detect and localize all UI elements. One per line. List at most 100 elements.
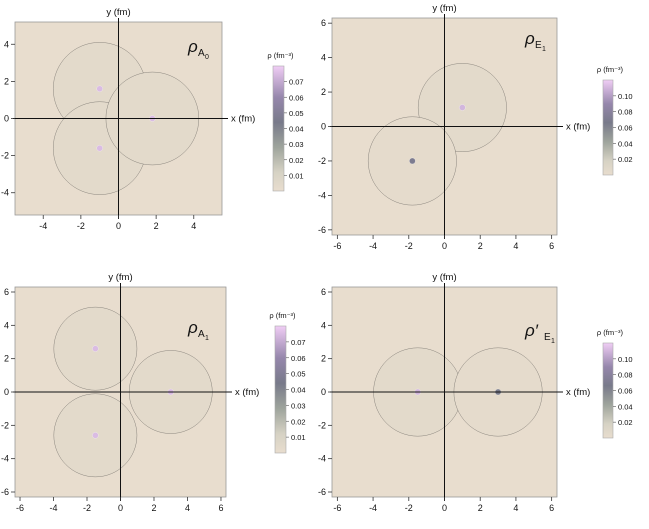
x-tick-label: 4 — [191, 221, 196, 231]
panel-title-subsubscript: 1 — [551, 338, 555, 345]
x-tick-label: -6 — [16, 503, 24, 513]
x-tick-label: -4 — [369, 503, 377, 513]
colorbar-tick-label: 0.08 — [618, 371, 633, 380]
x-axis-label: x (fm) — [235, 387, 259, 398]
panel-title-subsubscript: 1 — [542, 46, 546, 53]
colorbar: ρ (fm⁻³) 0.07 0.06 0.05 0.04 0.03 0.02 0.01 — [267, 51, 304, 192]
y-tick-label: 2 — [321, 87, 326, 97]
x-tick-label: 6 — [218, 503, 223, 513]
y-tick-label: 0 — [321, 122, 326, 132]
panel-title-subscript: A — [198, 48, 205, 59]
colorbar-tick-label: 0.06 — [289, 93, 304, 102]
panel-title: ρ — [187, 318, 198, 337]
x-tick-label: 0 — [118, 503, 123, 513]
y-axis-label: y (fm) — [106, 7, 130, 18]
x-tick-label: -2 — [405, 503, 413, 513]
y-tick-label: -6 — [318, 487, 326, 497]
y-tick-label: 2 — [321, 354, 326, 364]
x-tick-label: 4 — [185, 503, 190, 513]
panel-title-subsubscript: 0 — [205, 54, 209, 61]
colorbar: ρ (fm⁻³) 0.07 0.06 0.05 0.04 0.03 0.02 0.01 — [269, 311, 306, 454]
y-tick-label: 4 — [4, 39, 9, 49]
x-tick-label: 0 — [116, 221, 121, 231]
colorbar-tick-label: 0.02 — [291, 417, 306, 426]
y-tick-label: 6 — [4, 287, 9, 297]
colorbar-tick-label: 0.04 — [618, 402, 633, 411]
colorbar-tick-label: 0.04 — [618, 139, 633, 148]
y-tick-label: -4 — [1, 188, 9, 198]
colorbar-tick-label: 0.06 — [618, 387, 633, 396]
density-peak-3 — [105, 71, 200, 166]
x-tick-label: 6 — [549, 503, 554, 513]
colorbar-tick-label: 0.03 — [289, 140, 304, 149]
y-tick-label: -6 — [1, 487, 9, 497]
y-tick-label: 6 — [321, 287, 326, 297]
y-tick-label: -4 — [318, 454, 326, 464]
colorbar-tick-label: 0.10 — [618, 92, 633, 101]
x-tick-label: 0 — [442, 241, 447, 251]
y-tick-label: 0 — [4, 387, 9, 397]
x-tick-label: -2 — [83, 503, 91, 513]
colorbar-label: ρ (fm⁻³) — [269, 311, 296, 320]
density-peak-2 — [53, 393, 138, 478]
colorbar-tick-label: 0.02 — [618, 418, 633, 427]
colorbar-tick-label: 0.02 — [618, 155, 633, 164]
y-tick-label: -4 — [318, 190, 326, 200]
panel-title-subscript: E — [544, 332, 551, 343]
y-tick-label: 4 — [4, 320, 9, 330]
y-tick-label: 4 — [321, 320, 326, 330]
x-tick-label: 0 — [442, 503, 447, 513]
colorbar-tick-label: 0.10 — [618, 355, 633, 364]
x-tick-label: -4 — [369, 241, 377, 251]
y-axis-label: y (fm) — [108, 272, 132, 283]
y-tick-label: 6 — [321, 18, 326, 28]
panel-title-subsubscript: 1 — [205, 335, 209, 342]
y-tick-label: -2 — [1, 420, 9, 430]
y-tick-label: 0 — [4, 114, 9, 124]
panel-title-subscript: E — [535, 40, 542, 51]
x-tick-label: -4 — [50, 503, 58, 513]
panel-title: ρ — [187, 37, 198, 56]
x-tick-label: -6 — [333, 241, 341, 251]
x-tick-label: -2 — [405, 241, 413, 251]
y-tick-label: 2 — [4, 76, 9, 86]
y-tick-label: -2 — [1, 151, 9, 161]
colorbar: ρ (fm⁻³) 0.10 0.08 0.06 0.04 0.02 — [597, 328, 633, 439]
y-tick-label: 0 — [321, 387, 326, 397]
density-peak-1 — [53, 306, 138, 391]
density-peak-2 — [367, 116, 457, 206]
colorbar-tick-label: 0.01 — [291, 433, 306, 442]
y-axis-label: y (fm) — [432, 3, 456, 14]
colorbar-tick-label: 0.05 — [291, 370, 306, 379]
colorbar-tick-label: 0.04 — [289, 125, 304, 134]
colorbar-label: ρ (fm⁻³) — [597, 65, 624, 74]
colorbar-tick-label: 0.01 — [289, 171, 304, 180]
y-tick-label: 4 — [321, 53, 326, 63]
density-panel-4: -6 -4 -2 0 2 4 6 -6 -4 -2 0 2 4 6 y (fm) x (fm) ρ′ E 1 ρ (f… — [318, 272, 633, 513]
y-tick-label: -4 — [1, 454, 9, 464]
colorbar-tick-label: 0.06 — [291, 354, 306, 363]
colorbar-label: ρ (fm⁻³) — [267, 51, 294, 60]
x-tick-label: 2 — [478, 241, 483, 251]
colorbar-tick-label: 0.06 — [618, 124, 633, 133]
y-tick-label: -2 — [318, 156, 326, 166]
x-tick-label: 4 — [513, 503, 518, 513]
x-tick-label: -6 — [333, 503, 341, 513]
x-axis-label: x (fm) — [566, 387, 590, 398]
colorbar: ρ (fm⁻³) 0.10 0.08 0.06 0.04 0.02 — [597, 65, 633, 176]
y-tick-label: -6 — [318, 225, 326, 235]
panel-title: ρ′ — [524, 321, 539, 340]
density-peak-3 — [128, 350, 213, 434]
x-tick-label: 2 — [151, 503, 156, 513]
y-tick-label: -2 — [318, 420, 326, 430]
colorbar-tick-label: 0.08 — [618, 108, 633, 117]
x-axis-label: x (fm) — [231, 114, 255, 125]
colorbar-tick-label: 0.07 — [291, 338, 306, 347]
colorbar-tick-label: 0.05 — [289, 109, 304, 118]
colorbar-tick-label: 0.07 — [289, 78, 304, 87]
density-panel-3: -6 -4 -2 0 2 4 6 -6 -4 -2 0 2 4 6 y (fm) x (fm) ρ A 1 ρ (fm… — [1, 272, 306, 513]
x-tick-label: 2 — [478, 503, 483, 513]
y-axis-label: y (fm) — [432, 272, 456, 283]
